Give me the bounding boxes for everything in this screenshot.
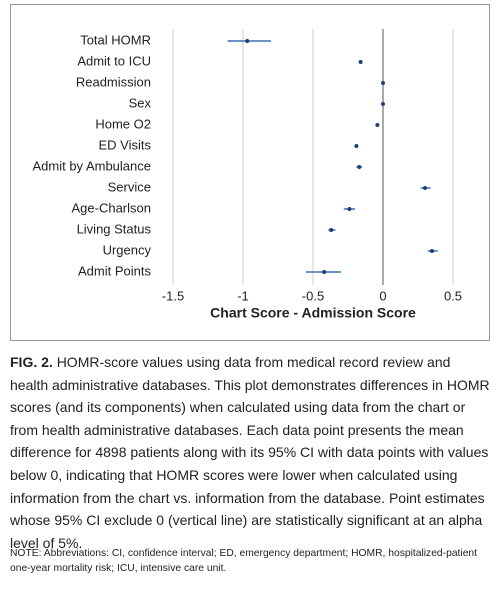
caption: FIG. 2. HOMR-score values using data fro…	[10, 351, 492, 554]
caption-label: FIG. 2.	[10, 354, 53, 370]
caption-text: HOMR-score values using data from medica…	[10, 354, 490, 551]
x-tick-label: -1	[237, 288, 249, 303]
row-label: Service	[108, 179, 151, 194]
point	[354, 144, 359, 148]
point	[423, 186, 427, 190]
row-label: Sex	[129, 95, 152, 110]
row-label: Readmission	[76, 74, 151, 89]
point	[381, 81, 385, 85]
point	[430, 249, 434, 253]
row-label: ED Visits	[99, 137, 152, 152]
row-label: Home O2	[95, 116, 151, 131]
row-label: Urgency	[103, 242, 152, 257]
x-tick-label: -1.5	[162, 288, 184, 303]
point	[329, 228, 334, 232]
row-label: Admit to ICU	[77, 53, 151, 68]
row-label: Total HOMR	[80, 32, 151, 47]
x-axis-label: Chart Score - Admission Score	[210, 305, 416, 321]
point	[347, 207, 352, 211]
point	[381, 102, 385, 106]
x-tick-label: -0.5	[302, 288, 324, 303]
note: NOTE: Abbreviations: CI, confidence inte…	[10, 548, 478, 574]
point	[358, 60, 363, 64]
point	[322, 270, 327, 274]
x-tick-label: 0.5	[444, 288, 462, 303]
figure-frame: Chart Score - Admission Score -1.5 -1 -0.5…	[10, 4, 490, 341]
chart: Chart Score - Admission Score -1.5 -1 -0.5…	[32, 29, 462, 321]
point	[245, 39, 250, 43]
point	[375, 123, 380, 127]
x-tick-label: 0	[379, 288, 386, 303]
point	[357, 165, 362, 169]
row-label: Admit Points	[78, 263, 151, 278]
row-label: Age-Charlson	[72, 200, 152, 215]
row-label: Admit by Ambulance	[32, 158, 151, 173]
row-label: Living Status	[77, 221, 152, 236]
